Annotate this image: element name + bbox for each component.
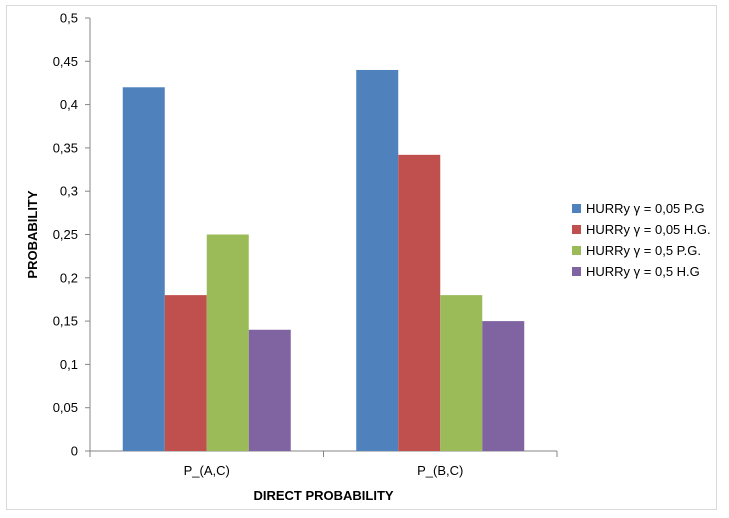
legend-swatch	[572, 246, 581, 255]
legend-label: HURRy γ = 0,5 H.G	[586, 264, 700, 279]
x-tick-label: P_(B,C)	[417, 463, 463, 478]
bar	[398, 154, 441, 451]
y-tick-label: 0,15	[53, 314, 78, 329]
y-axis-title: PROBABILITY	[25, 190, 40, 278]
x-axis-ticks: P_(A,C) P_(B,C)	[89, 451, 558, 478]
legend-label: HURRy γ = 0,05 H.G.	[586, 222, 711, 237]
bar	[440, 295, 483, 451]
bar	[248, 329, 291, 451]
bar	[482, 321, 525, 451]
bar	[206, 234, 249, 451]
y-axis-ticks: 0 0,05 0,1 0,15 0,2 0,25 0,3 0,35 0,4 0,45 0,5	[53, 11, 90, 459]
bar	[122, 87, 165, 451]
y-tick-label: 0,3	[60, 184, 78, 199]
bar	[164, 295, 207, 451]
x-tick-label: P_(A,C)	[184, 463, 230, 478]
y-tick-label: 0,5	[60, 11, 78, 26]
y-tick-label: 0,35	[53, 140, 78, 155]
bar	[356, 69, 399, 452]
y-tick-label: 0,25	[53, 227, 78, 242]
legend-label: HURRy γ = 0,5 P.G.	[586, 243, 701, 258]
y-tick-label: 0,4	[60, 97, 78, 112]
legend-swatch	[572, 225, 581, 234]
y-tick-label: 0,45	[53, 54, 78, 69]
x-axis-title: DIRECT PROBABILITY	[253, 488, 393, 503]
y-tick-label: 0	[71, 444, 78, 459]
legend-swatch	[572, 204, 581, 213]
legend: HURRy γ = 0,05 P.G HURRy γ = 0,05 H.G. HUR…	[572, 201, 711, 279]
legend-label: HURRy γ = 0,05 P.G	[586, 201, 705, 216]
y-tick-label: 0,1	[60, 357, 78, 372]
bars	[122, 69, 525, 452]
legend-swatch	[572, 267, 581, 276]
y-tick-label: 0,05	[53, 400, 78, 415]
y-tick-label: 0,2	[60, 270, 78, 285]
